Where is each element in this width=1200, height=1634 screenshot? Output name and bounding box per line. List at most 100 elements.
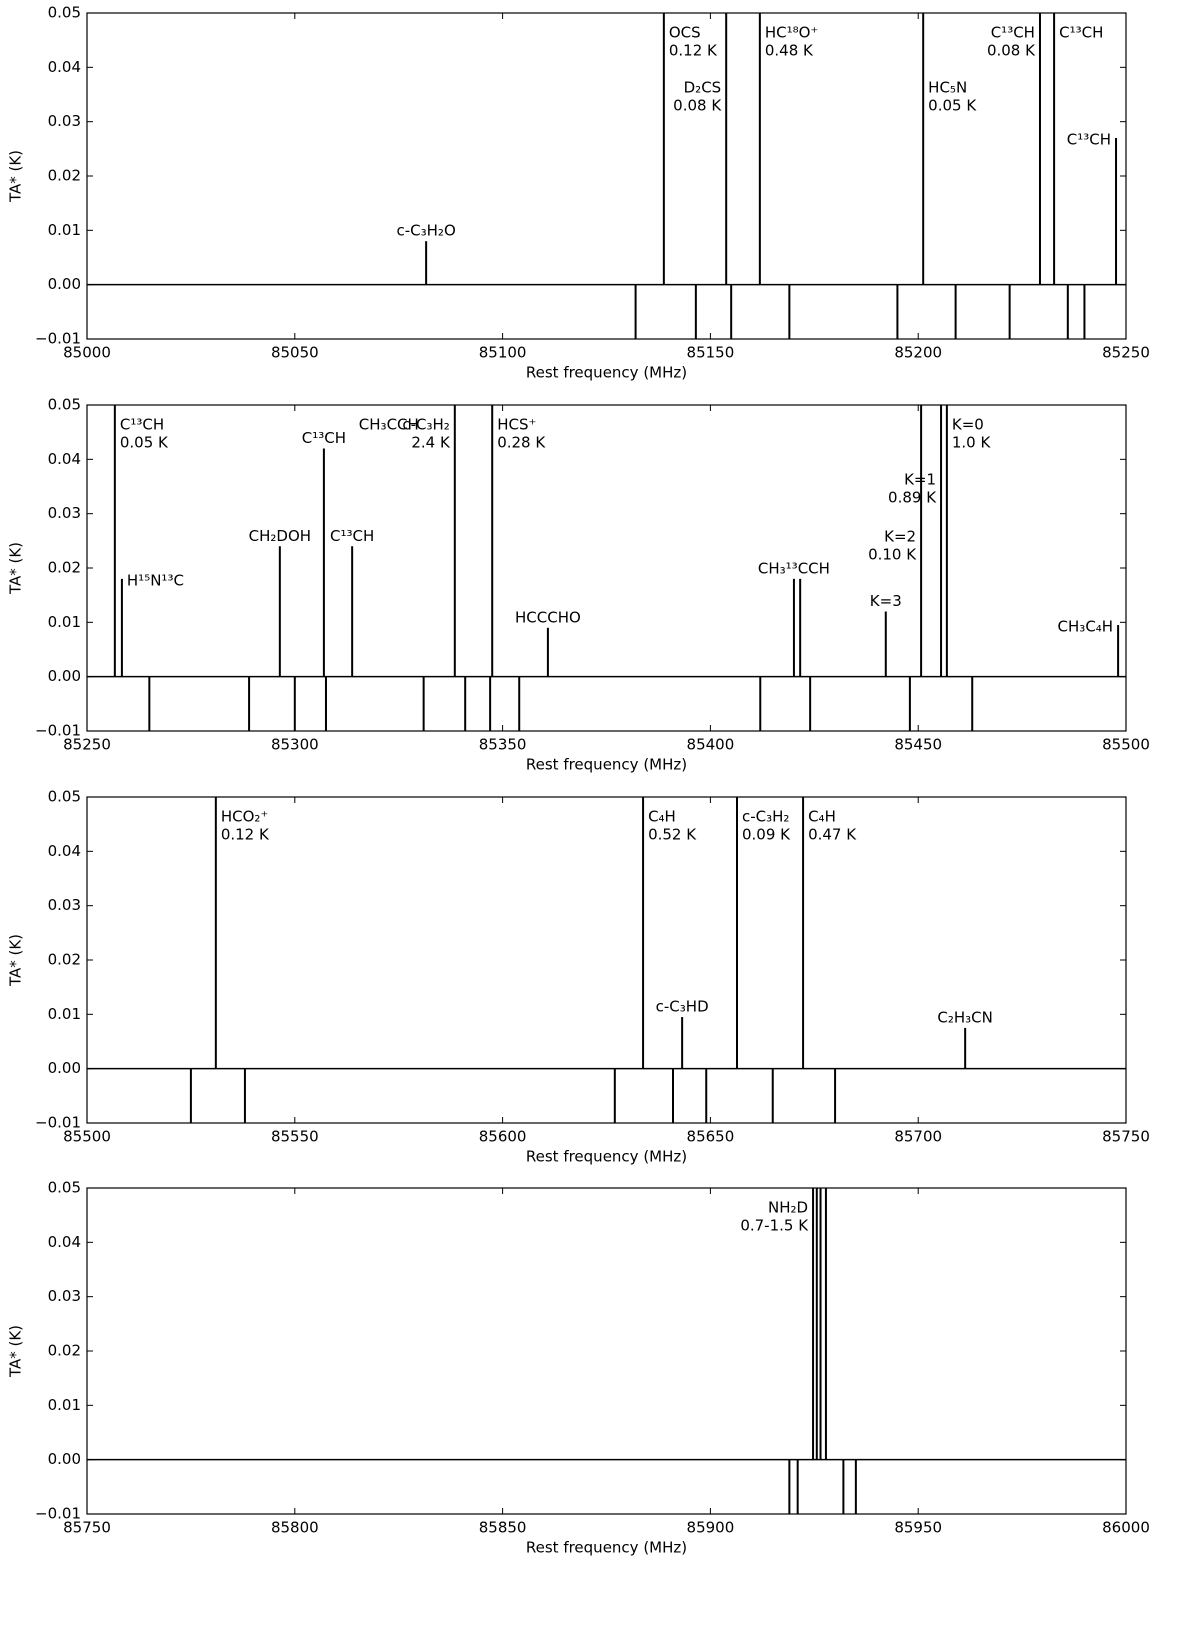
x-tick-label: 85750 [63,1519,111,1537]
line-label: CH₃¹³CCH [758,559,830,577]
y-tick-label: 0.02 [48,167,81,185]
y-tick-label: 0.03 [48,504,81,522]
y-tick-label: 0.03 [48,1287,81,1305]
line-label: D₂CS [684,79,722,97]
frame [86,1187,1127,1515]
y-tick-label: 0.04 [48,450,81,468]
y-tick-label: 0.04 [48,842,81,860]
x-tick-label: 85100 [479,344,527,362]
x-tick-label: 85650 [687,1128,735,1146]
line-label: CH₂DOH [249,527,311,545]
y-tick-label: 0.03 [48,896,81,914]
plot-area [87,797,1126,1123]
group-label: CH₃CCH [359,416,419,434]
line-label: c-C₃HD [656,998,709,1016]
x-tick-label: 85800 [271,1519,319,1537]
panel: −0.01 0.00 0.01 0.02 0.03 0.04 0.05 85250 85300 8… [7,396,1150,774]
plot-area [87,13,1126,339]
value-label: 1.0 K [952,434,992,452]
line-label: HC₅N [928,79,967,97]
y-tick-label: 0.01 [48,613,81,631]
line-label: NH₂D [768,1199,808,1217]
panel: −0.01 0.00 0.01 0.02 0.03 0.04 0.05 85750 85800 8… [7,1179,1150,1557]
x-tick-label: 85900 [687,1519,735,1537]
x-tick-label: 85250 [63,736,111,754]
y-tick-label: 0.00 [48,1059,81,1077]
frame [86,404,1127,732]
y-tick-label: 0.02 [48,1342,81,1360]
y-tick-label: −0.01 [35,330,81,348]
x-tick-label: 85350 [479,736,527,754]
value-label: 0.08 K [987,42,1036,60]
y-tick-label: 0.01 [48,221,81,239]
y-tick-label: −0.01 [35,722,81,740]
line-label: HCCCHO [515,608,581,626]
line-label: HC¹⁸O⁺ [765,24,819,42]
line-label: K=3 [870,592,902,610]
y-tick-label: 0.01 [48,1005,81,1023]
line-label: C¹³CH [120,416,164,434]
line-label: CH₃C₄H [1058,618,1114,636]
x-tick-label: 85050 [271,344,319,362]
y-tick-label: 0.04 [48,58,81,76]
value-label: 0.52 K [648,826,697,844]
x-tick-label: 85000 [63,344,111,362]
x-tick-label: 85200 [894,344,942,362]
line-label: C₄H [808,808,836,826]
y-tick-label: −0.01 [35,1505,81,1523]
x-tick-label: 85500 [1102,736,1150,754]
value-label: 0.05 K [928,97,977,115]
value-label: 0.12 K [221,826,270,844]
line-label: K=2 [884,528,916,546]
y-axis-label: TA* (K) [7,150,25,203]
y-axis-label: TA* (K) [7,1325,25,1378]
x-tick-label: 85500 [63,1128,111,1146]
y-tick-label: 0.02 [48,559,81,577]
value-label: 0.08 K [673,97,722,115]
line-label: C¹³CH [1067,130,1111,148]
y-tick-label: 0.01 [48,1396,81,1414]
line-label: C₂H₃CN [937,1008,992,1026]
value-label: 0.10 K [868,546,917,564]
line-label: K=1 [904,471,936,489]
y-tick-label: 0.04 [48,1233,81,1251]
value-label: 0.47 K [808,826,857,844]
x-axis-label: Rest frequency (MHz) [526,1539,687,1557]
value-label: 0.05 K [120,434,169,452]
x-tick-label: 85850 [479,1519,527,1537]
line-label: K=0 [952,416,984,434]
x-tick-label: 85600 [479,1128,527,1146]
x-tick-label: 86000 [1102,1519,1150,1537]
x-tick-label: 85150 [687,344,735,362]
y-tick-label: 0.00 [48,667,81,685]
y-tick-label: 0.03 [48,112,81,130]
line-label: c-C₃H₂O [397,222,456,240]
line-label: HCS⁺ [497,416,536,434]
y-tick-label: 0.00 [48,1450,81,1468]
y-tick-label: 0.02 [48,951,81,969]
line-label: c-C₃H₂ [742,808,789,826]
x-tick-label: 85750 [1102,1128,1150,1146]
line-label: OCS [669,24,701,42]
line-label: C₄H [648,808,676,826]
line-label: H¹⁵N¹³C [127,571,184,589]
y-tick-label: 0.05 [48,788,81,806]
panel: −0.01 0.00 0.01 0.02 0.03 0.04 0.05 85500 85550 8… [7,788,1150,1166]
line-label: C¹³CH [1059,24,1103,42]
x-tick-label: 85250 [1102,344,1150,362]
line-label: C¹³CH [302,429,346,447]
y-tick-label: 0.05 [48,1179,81,1197]
value-label: 0.09 K [742,826,791,844]
x-axis-label: Rest frequency (MHz) [526,364,687,382]
y-tick-label: −0.01 [35,1114,81,1132]
line-label: C¹³CH [991,24,1035,42]
x-axis-label: Rest frequency (MHz) [526,1148,687,1166]
y-axis-label: TA* (K) [7,542,25,595]
x-tick-label: 85400 [687,736,735,754]
value-label: 0.48 K [765,42,814,60]
x-axis-label: Rest frequency (MHz) [526,756,687,774]
x-tick-label: 85950 [894,1519,942,1537]
x-tick-label: 85450 [894,736,942,754]
value-label: 0.89 K [888,489,937,507]
